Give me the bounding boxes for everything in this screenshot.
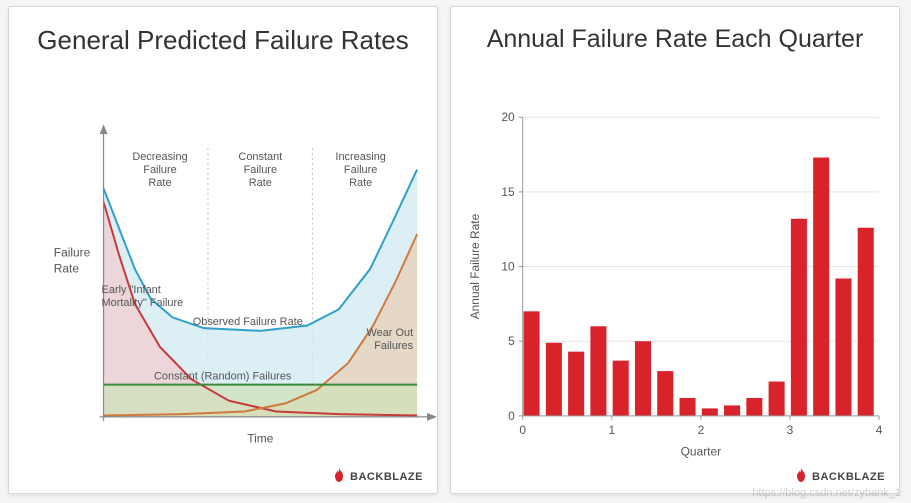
y-axis-label: Failure: [54, 246, 91, 260]
bar: [813, 158, 829, 416]
curve-label-wearout: Wear Out: [367, 327, 414, 339]
y-tick: 20: [501, 110, 515, 124]
bar: [590, 326, 606, 416]
x-axis-label: Time: [247, 432, 273, 446]
section-label: Failure: [143, 164, 176, 176]
bar: [657, 371, 673, 416]
section-label: Constant: [238, 151, 282, 163]
brand-badge-left: BACKBLAZE: [333, 468, 423, 485]
brand-text: BACKBLAZE: [350, 471, 423, 483]
bar: [546, 343, 562, 416]
bar: [835, 278, 851, 415]
section-label: Rate: [148, 177, 171, 189]
x-tick: 1: [608, 423, 615, 437]
bar: [524, 311, 540, 416]
section-label: Increasing: [335, 151, 385, 163]
bar: [858, 228, 874, 416]
bar-chart: 0 5 10 15 20 0 1 2 3 4 Quarter Annual Failure Rate: [451, 60, 899, 493]
section-label: Decreasing: [132, 151, 187, 163]
x-tick: 4: [876, 423, 883, 437]
bar: [613, 361, 629, 416]
bar: [702, 408, 718, 415]
brand-text: BACKBLAZE: [812, 471, 885, 483]
flame-icon: [795, 468, 807, 485]
curve-label-infant: Early "Infant: [102, 284, 161, 296]
section-label: Failure: [244, 164, 277, 176]
left-chart-area: DecreasingFailureRateConstantFailureRate…: [9, 62, 437, 493]
flame-icon: [333, 468, 345, 485]
section-label: Rate: [349, 177, 372, 189]
brand-badge-right: BACKBLAZE: [795, 468, 885, 485]
curve-label-constant: Constant (Random) Failures: [154, 371, 292, 383]
right-title: Annual Failure Rate Each Quarter: [451, 7, 899, 60]
right-chart-area: 0 5 10 15 20 0 1 2 3 4 Quarter Annual Failure Rate: [451, 60, 899, 493]
x-tick: 2: [698, 423, 705, 437]
bathtub-chart: DecreasingFailureRateConstantFailureRate…: [9, 62, 437, 493]
panel-bar-chart: Annual Failure Rate Each Quarter 0510152…: [450, 6, 900, 494]
y-tick: 5: [508, 334, 515, 348]
x-tick: 0: [519, 423, 526, 437]
y-tick: 0: [508, 409, 515, 423]
bar: [724, 405, 740, 415]
section-label: Failure: [344, 164, 377, 176]
y-axis-label: Annual Failure Rate: [468, 213, 482, 319]
bar: [635, 341, 651, 416]
curve-label-infant: Mortality" Failure: [102, 297, 184, 309]
section-label: Rate: [249, 177, 272, 189]
y-tick: 10: [501, 260, 515, 274]
curve-label-wearout: Failures: [374, 340, 413, 352]
curve-label-observed: Observed Failure Rate: [193, 316, 303, 328]
panel-failure-curves: General Predicted Failure Rates Decreasi…: [8, 6, 438, 494]
x-tick: 3: [787, 423, 794, 437]
left-title: General Predicted Failure Rates: [9, 7, 437, 62]
bar: [746, 398, 762, 416]
x-axis-label: Quarter: [681, 445, 721, 459]
bar: [791, 219, 807, 416]
bar: [679, 398, 695, 416]
y-axis-label: Rate: [54, 262, 80, 276]
bar: [568, 352, 584, 416]
bar: [769, 382, 785, 416]
y-tick: 15: [501, 185, 515, 199]
